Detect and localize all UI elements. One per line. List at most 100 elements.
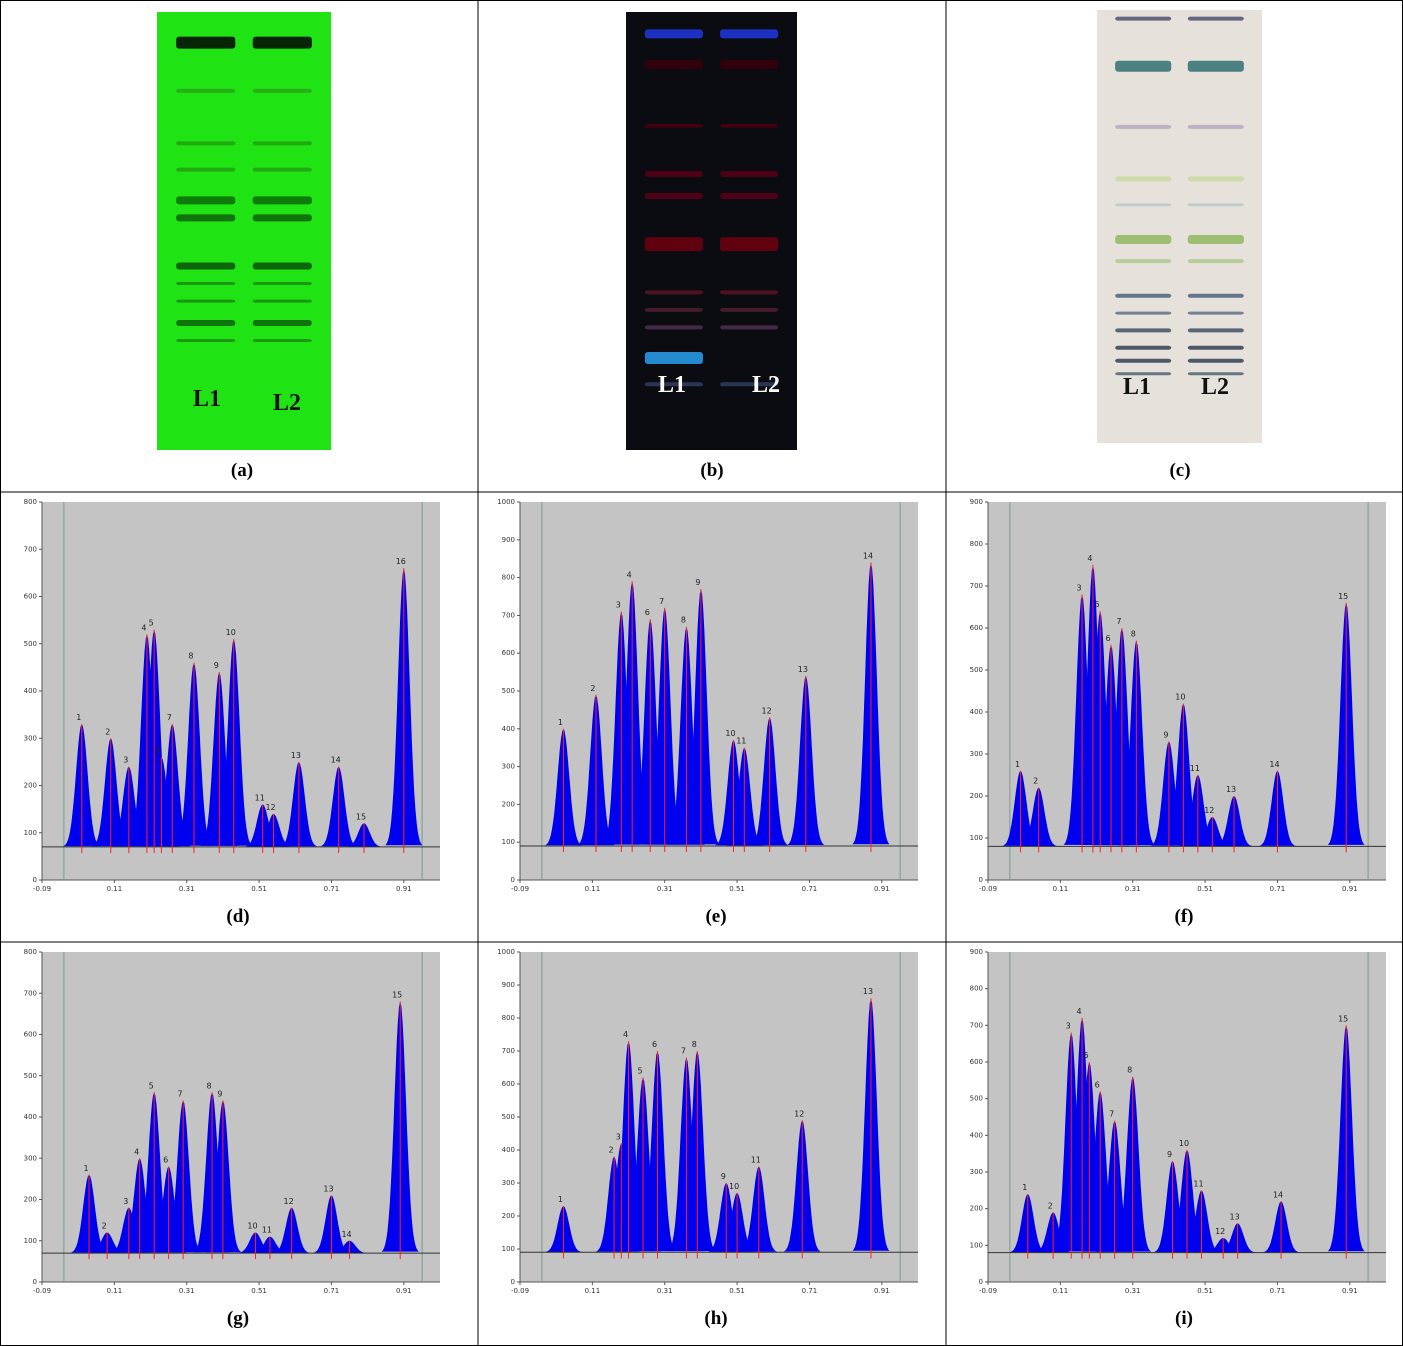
y-tick-label: 700 [970, 1021, 983, 1029]
y-tick-label: 400 [24, 687, 37, 695]
x-tick-label: 0.71 [324, 1287, 340, 1295]
peak-label: 5 [637, 1066, 642, 1075]
peak-label: 15 [1338, 592, 1348, 601]
peak-label: 1 [1015, 760, 1020, 769]
band [176, 196, 235, 204]
peak-label: 4 [627, 570, 632, 579]
page: {"plates": [ {"caption": "(a)", "lanes":… [0, 0, 1403, 1346]
y-tick-label: 200 [970, 792, 983, 800]
peak-label: 3 [1066, 1022, 1071, 1031]
y-tick-label: 600 [970, 1058, 983, 1066]
peak-label: 11 [736, 737, 746, 746]
peak-label: 6 [652, 1040, 657, 1049]
band [1188, 235, 1244, 244]
x-tick-label: 0.71 [802, 885, 818, 893]
y-tick-label: 200 [970, 1205, 983, 1213]
peak-label: 10 [725, 729, 735, 738]
band [720, 124, 778, 128]
y-tick-label: 500 [970, 1095, 983, 1103]
y-tick-label: 300 [24, 734, 37, 742]
y-tick-label: 100 [24, 1237, 37, 1245]
x-tick-label: 0.91 [1342, 1287, 1358, 1295]
band [645, 352, 703, 364]
x-tick-label: 0.51 [251, 885, 267, 893]
band [176, 300, 235, 303]
y-tick-label: 400 [502, 725, 515, 733]
x-tick-label: 0.31 [179, 885, 195, 893]
peak-label: 14 [1269, 760, 1279, 769]
x-tick-label: 0.31 [657, 1287, 673, 1295]
peak-label: 11 [751, 1156, 761, 1165]
band [176, 263, 235, 270]
band [720, 193, 778, 199]
peak-label: 5 [1084, 1051, 1089, 1060]
peak-label: 5 [1095, 600, 1100, 609]
y-tick-label: 300 [502, 1179, 515, 1187]
y-tick-label: 1000 [497, 498, 515, 506]
peak-label: 9 [214, 661, 219, 670]
y-tick-label: 600 [24, 593, 37, 601]
y-tick-label: 0 [33, 1278, 37, 1286]
y-tick-label: 400 [502, 1146, 515, 1154]
y-tick-label: 700 [24, 545, 37, 553]
y-tick-label: 100 [970, 1241, 983, 1249]
y-tick-label: 500 [970, 666, 983, 674]
peak-label: 12 [284, 1197, 294, 1206]
y-tick-label: 400 [24, 1113, 37, 1121]
tlc-plate [1097, 10, 1262, 443]
peak-label: 10 [1175, 693, 1185, 702]
x-tick-label: 0.11 [1053, 1287, 1069, 1295]
band [1188, 312, 1244, 315]
y-tick-label: 800 [502, 574, 515, 582]
y-tick-label: 800 [970, 540, 983, 548]
y-tick-label: 400 [970, 1131, 983, 1139]
y-tick-label: 300 [970, 1168, 983, 1176]
x-tick-label: 0.11 [1053, 885, 1069, 893]
panel-caption: (c) [1169, 460, 1190, 481]
y-tick-label: 100 [970, 834, 983, 842]
x-tick-label: -0.09 [979, 1287, 997, 1295]
peak-label: 13 [291, 751, 301, 760]
panel-caption: (i) [1175, 1308, 1193, 1329]
y-tick-label: 900 [970, 948, 983, 956]
peak-label: 3 [1077, 583, 1082, 592]
peak-label: 1 [76, 713, 81, 722]
band [1188, 294, 1244, 298]
peak-label: 15 [356, 812, 366, 821]
band [645, 290, 703, 294]
peak-label: 4 [141, 623, 146, 632]
x-tick-label: 0.51 [729, 1287, 745, 1295]
peak-label: 15 [1338, 1014, 1348, 1023]
y-tick-label: 0 [979, 1278, 983, 1286]
y-tick-label: 600 [502, 1080, 515, 1088]
band [176, 214, 235, 221]
peak-label: 2 [590, 684, 595, 693]
y-tick-label: 900 [502, 536, 515, 544]
panel-caption: (a) [231, 460, 253, 481]
lane-label: L1 [658, 372, 686, 398]
x-tick-label: 0.71 [802, 1287, 818, 1295]
y-tick-label: 100 [24, 829, 37, 837]
band [253, 263, 312, 270]
peak-label: 3 [616, 1132, 621, 1141]
band [176, 37, 235, 49]
peak-label: 8 [207, 1081, 212, 1090]
x-tick-label: 0.11 [585, 1287, 601, 1295]
peak-label: 13 [323, 1184, 333, 1193]
y-tick-label: 1000 [497, 948, 515, 956]
peak-label: 11 [255, 793, 265, 802]
peak-label: 7 [1109, 1110, 1114, 1119]
peak-label: 2 [609, 1146, 614, 1155]
y-tick-label: 0 [33, 876, 37, 884]
peak-label: 12 [1215, 1227, 1225, 1236]
band [253, 282, 312, 285]
y-tick-label: 800 [502, 1014, 515, 1022]
x-tick-label: 0.91 [1342, 885, 1358, 893]
y-tick-label: 700 [502, 1047, 515, 1055]
peak-label: 3 [123, 756, 128, 765]
plot-area [42, 952, 440, 1282]
x-tick-label: -0.09 [511, 885, 529, 893]
panel-caption: (d) [226, 906, 249, 927]
peak-label: 12 [762, 706, 772, 715]
band [1115, 125, 1171, 129]
